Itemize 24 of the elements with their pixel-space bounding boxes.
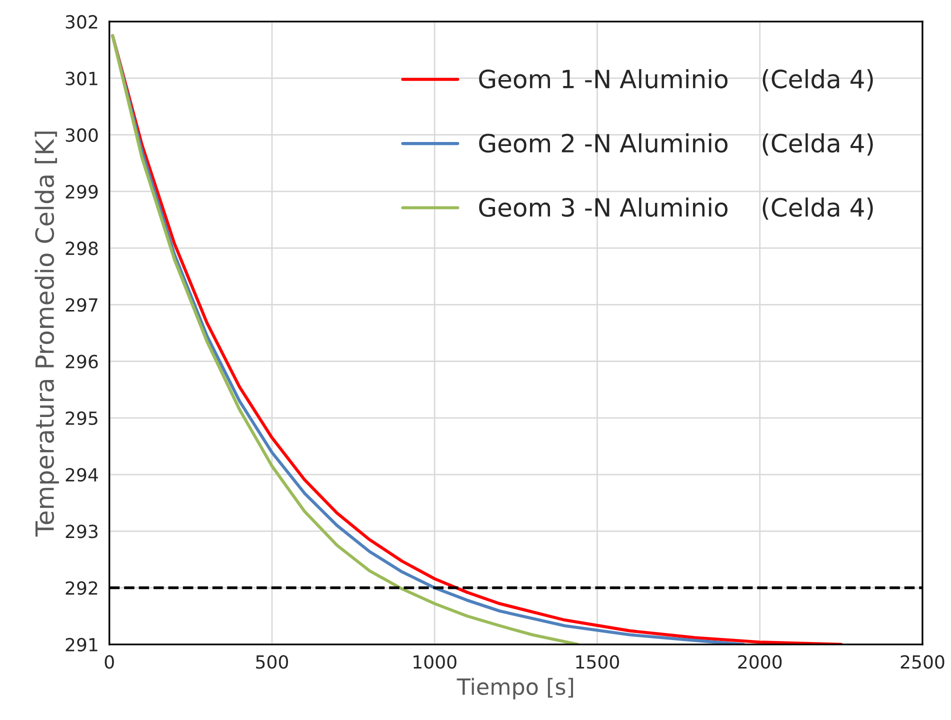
x-tick-label: 0	[104, 655, 114, 669]
y-tick-label: 296	[66, 354, 98, 368]
x-tick-label: 500	[256, 655, 288, 669]
y-axis-title: Temperatura Promedio Celda [K]	[34, 132, 59, 537]
legend-label: Geom 3 -N Aluminio (Celda 4)	[479, 197, 873, 220]
y-tick-label: 301	[66, 72, 98, 86]
y-tick-label: 294	[66, 468, 98, 482]
line-series	[111, 34, 580, 644]
y-tick-label: 292	[66, 581, 98, 595]
y-tick-label: 291	[66, 638, 98, 652]
x-tick-label: 1500	[576, 655, 620, 669]
x-tick-label: 2000	[738, 655, 782, 669]
x-tick-label: 2500	[900, 655, 944, 669]
legend-label: Geom 1 -N Aluminio (Celda 4)	[479, 69, 873, 92]
y-tick-label: 302	[66, 15, 98, 29]
legend-label: Geom 2 -N Aluminio (Celda 4)	[479, 133, 873, 156]
y-tick-label: 300	[66, 128, 98, 142]
x-axis-title: Tiempo [s]	[456, 678, 574, 700]
y-tick-label: 298	[66, 242, 98, 256]
y-tick-label: 299	[66, 184, 98, 199]
y-tick-label: 295	[66, 411, 98, 426]
x-tick-label: 1000	[414, 655, 456, 669]
y-tick-label: 293	[66, 524, 98, 538]
y-tick-label: 297	[66, 298, 98, 312]
